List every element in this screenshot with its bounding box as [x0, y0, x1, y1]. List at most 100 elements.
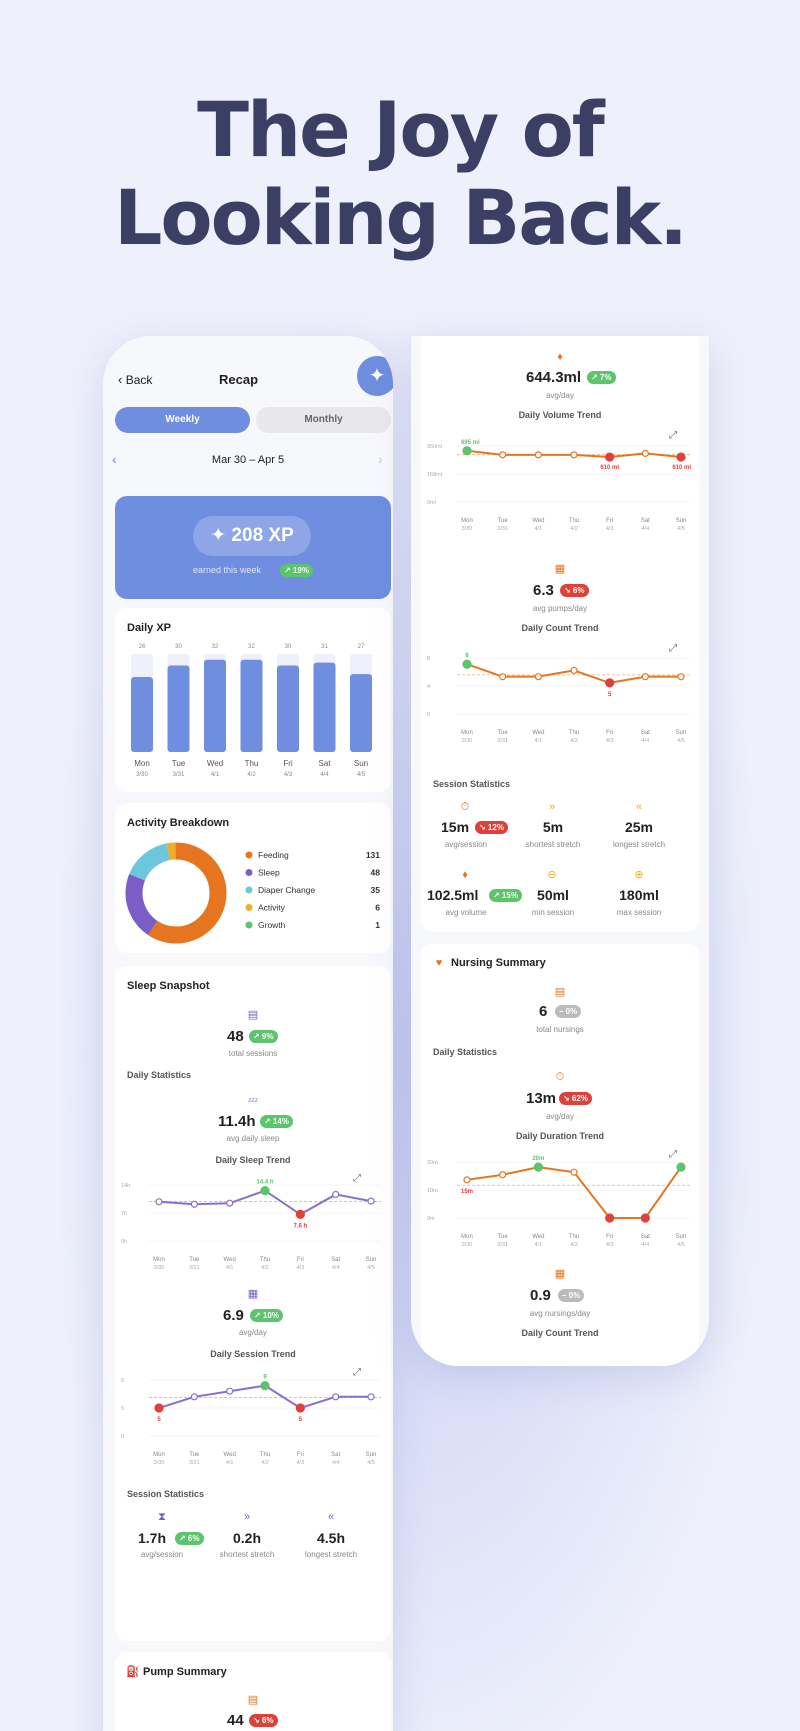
x-tick-label: Mon — [153, 1257, 165, 1263]
slice-sleep — [125, 842, 227, 944]
xp-change-badge: ↗ 19% — [280, 564, 313, 577]
x-date-label: 4/3 — [606, 1242, 614, 1248]
x-tick-label: Fri — [297, 1452, 304, 1458]
bar-wed — [204, 659, 226, 752]
data-point — [640, 1213, 650, 1223]
bar-value-label: 26 — [139, 644, 146, 650]
x-tick-label: Tue — [498, 730, 509, 736]
x-date-label: 4/1 — [535, 526, 543, 532]
pump-stat-max-caption: max session — [616, 908, 662, 917]
x-tick-label: Sun — [676, 1234, 687, 1240]
calendar-icon: ▦ — [247, 1288, 259, 1300]
x-date-label: 4/5 — [677, 738, 685, 744]
x-tick-label: Thu — [569, 730, 579, 736]
data-point — [462, 446, 472, 456]
expand-icon[interactable]: ⤢ — [669, 1149, 677, 1160]
x-tick-label: Sat — [641, 1234, 650, 1240]
data-point — [676, 452, 686, 462]
chevron-left-icon: ‹ — [118, 372, 123, 387]
nursing-card: ♥ Nursing Summary ▤ 6 – 0% total nursing… — [421, 944, 699, 1366]
minus-circle-icon: ⊖ — [547, 869, 557, 881]
nursing-title: Nursing Summary — [451, 957, 546, 969]
legend-value: 1 — [375, 920, 380, 930]
sparkle-icon[interactable]: ✦ — [357, 356, 393, 396]
nursing-avg-caption: avg/day — [545, 1112, 575, 1121]
x-tick-label: Fri — [297, 1257, 304, 1263]
avg-sleep-change: ↗ 14% — [260, 1115, 293, 1128]
data-point — [463, 1176, 471, 1184]
x-tick-label: Sun — [366, 1452, 377, 1458]
stopwatch-icon: ⏱ — [555, 1071, 565, 1083]
pump-total-change: ↘ 6% — [249, 1714, 278, 1727]
drop-icon: ♦ — [557, 351, 563, 363]
count-trend-title: Daily Count Trend — [521, 623, 599, 633]
point-label: 14.4 h — [256, 1180, 273, 1186]
hourglass-icon: ⧗ — [158, 1511, 166, 1523]
avg-day-change: ↗ 10% — [250, 1309, 283, 1322]
next-week-icon[interactable]: › — [378, 451, 383, 467]
legend-value: 35 — [371, 885, 381, 895]
y-tick-label: 0ml — [427, 500, 436, 506]
data-point — [534, 673, 542, 681]
x-tick-label: Wed — [532, 730, 544, 736]
point-label: 610 ml — [600, 465, 619, 471]
data-point — [605, 1213, 615, 1223]
prev-week-icon[interactable]: ‹ — [112, 451, 117, 467]
x-date-label: 3/30 — [154, 1265, 165, 1271]
expand-icon[interactable]: ⤢ — [669, 430, 677, 441]
nursing-total-caption: total nursings — [536, 1025, 584, 1034]
y-tick-label: 5 — [121, 1406, 124, 1412]
data-point — [534, 451, 542, 459]
bar-mon — [131, 677, 153, 752]
expand-icon[interactable]: ⤢ — [353, 1367, 361, 1378]
legend-dot — [245, 886, 253, 894]
point-label: 20m — [532, 1156, 544, 1162]
legend-dot — [245, 869, 253, 876]
sleep-card: Sleep Snapshot ▤ 48 ↗ 9% total sessions … — [115, 966, 391, 1641]
avg-day: 6.9 — [223, 1307, 244, 1324]
legend-label: Activity — [258, 903, 286, 913]
x-date-label: 4/2 — [261, 1460, 269, 1466]
y-tick-label: 0 — [427, 712, 430, 718]
bar-value-label: 32 — [212, 644, 219, 650]
count-caption: avg pumps/day — [532, 604, 588, 613]
y-tick-label: 168ml — [427, 472, 442, 478]
sleep-title: Sleep Snapshot — [127, 980, 210, 992]
pump-stat-avg-volume-caption: avg volume — [445, 908, 487, 917]
volume-trend-chart: 950ml 168ml 0ml Mon 3/30 Tue 3/31 Wed 4/1 Thu 4/2 F… — [427, 440, 691, 532]
bar-category-label: Thu — [245, 759, 259, 768]
pump-stat-avg-volume-change: ↗ 15% — [489, 889, 522, 902]
expand-icon[interactable]: ⤢ — [669, 643, 677, 654]
bar-category-label: Sat — [318, 759, 331, 768]
x-tick-label: Thu — [260, 1452, 270, 1458]
expand-icon[interactable]: ⤢ — [353, 1173, 361, 1184]
pump-stat-avg-change: ↘ 12% — [475, 821, 508, 834]
x-date-label: 4/4 — [332, 1460, 340, 1466]
x-tick-label: Fri — [606, 518, 613, 524]
tab-weekly[interactable]: Weekly — [115, 407, 250, 433]
volume-value: 644.3ml — [526, 369, 582, 386]
x-tick-label: Thu — [569, 518, 579, 524]
data-point — [605, 452, 615, 462]
headline: The Joy of Looking Back. — [0, 86, 800, 262]
bar-value-label: 31 — [321, 644, 328, 650]
phone-right: ♦ 644.3ml ↗ 7% avg/day Daily Volume Tren… — [411, 336, 709, 1366]
page-title: Recap — [219, 372, 259, 387]
back-button[interactable]: ‹ Back — [118, 372, 152, 387]
x-tick-label: Tue — [189, 1452, 200, 1458]
date-range: Mar 30 – Apr 5 — [211, 454, 285, 466]
x-date-label: 3/30 — [462, 1242, 473, 1248]
bar-date-label: 3/31 — [173, 772, 185, 778]
bar-date-label: 4/2 — [247, 772, 256, 778]
legend-dot — [245, 904, 253, 911]
headline-line-1: The Joy of — [197, 85, 605, 174]
nursing-daily-stats-title: Daily Statistics — [433, 1047, 498, 1057]
x-date-label: 4/2 — [570, 1242, 578, 1248]
drop-icon: ♦ — [462, 869, 468, 881]
volume-trend-title: Daily Volume Trend — [518, 410, 602, 420]
data-point — [190, 1200, 198, 1208]
data-point — [260, 1381, 270, 1391]
point-label: 7.6 h — [293, 1223, 307, 1229]
tab-monthly[interactable]: Monthly — [256, 407, 391, 433]
x-date-label: 4/5 — [367, 1265, 375, 1271]
